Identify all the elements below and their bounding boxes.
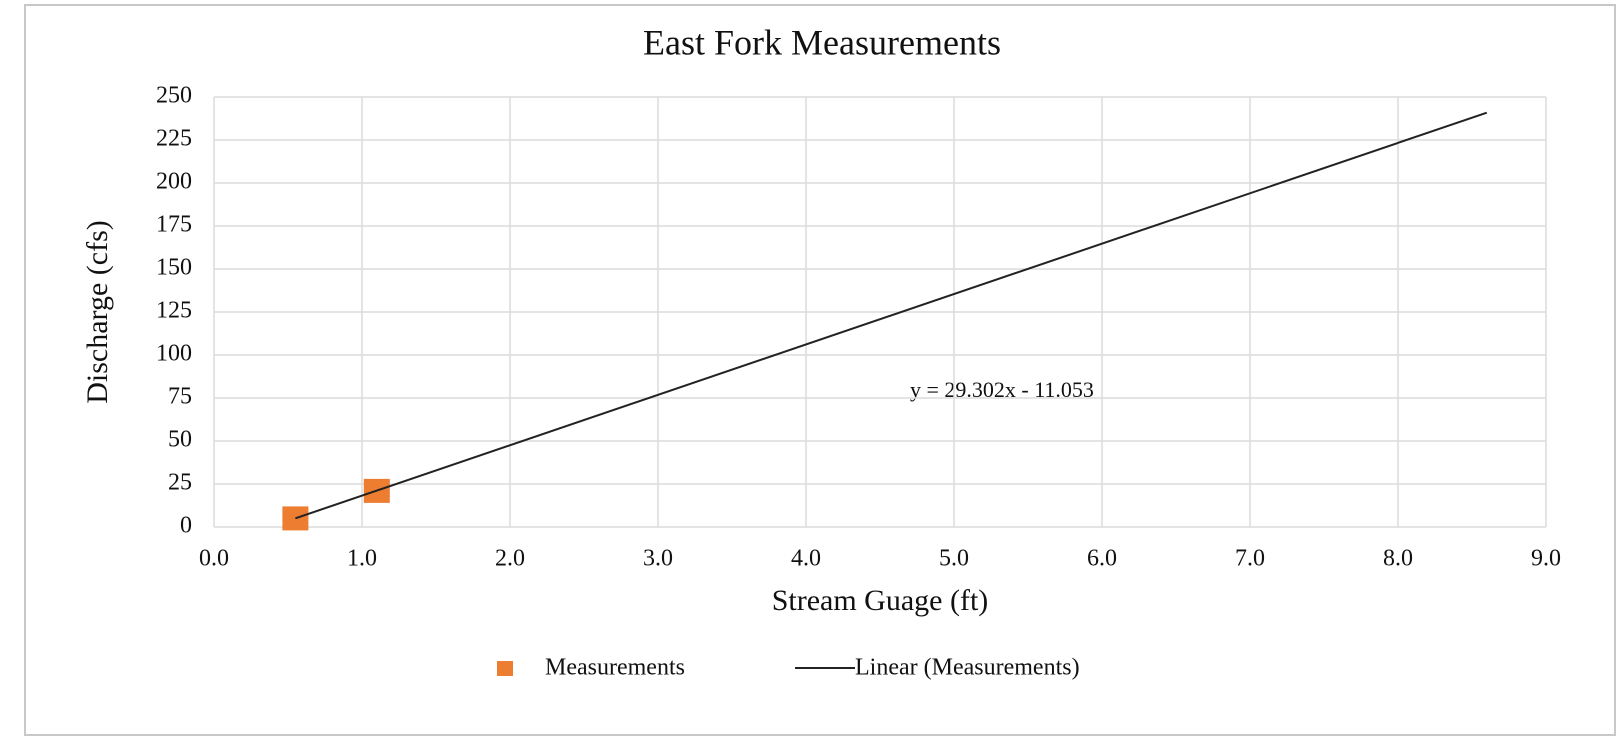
y-tick-label: 0 [180,513,192,539]
x-tick-label: 9.0 [1531,546,1561,572]
x-axis-label: Stream Guage (ft) [772,584,989,617]
x-tick-label: 8.0 [1383,546,1413,572]
x-tick-label: 1.0 [347,546,377,572]
x-tick-label: 2.0 [495,546,525,572]
y-tick-label: 100 [156,341,192,367]
y-tick-label: 150 [156,255,192,281]
y-tick-label: 175 [156,212,192,238]
legend-label: Measurements [545,655,685,681]
data-point [282,506,309,531]
x-tick-label: 0.0 [199,546,229,572]
y-tick-label: 50 [168,427,192,453]
x-tick-label: 3.0 [643,546,673,572]
x-tick-label: 6.0 [1087,546,1117,572]
y-tick-label: 250 [156,83,192,109]
y-axis-label: Discharge (cfs) [81,220,114,404]
x-tick-label: 5.0 [939,546,969,572]
y-tick-label: 225 [156,126,192,152]
y-tick-label: 200 [156,169,192,195]
legend-swatch [497,661,513,676]
y-tick-label: 75 [168,384,192,410]
chart-title: East Fork Measurements [643,22,1001,62]
x-tick-label: 4.0 [791,546,821,572]
trendline [295,111,1488,520]
y-tick-label: 125 [156,298,192,324]
legend-label: Linear (Measurements) [855,655,1080,681]
y-tick-label: 25 [168,470,192,496]
x-tick-label: 7.0 [1235,546,1265,572]
chart-border [24,4,1616,736]
